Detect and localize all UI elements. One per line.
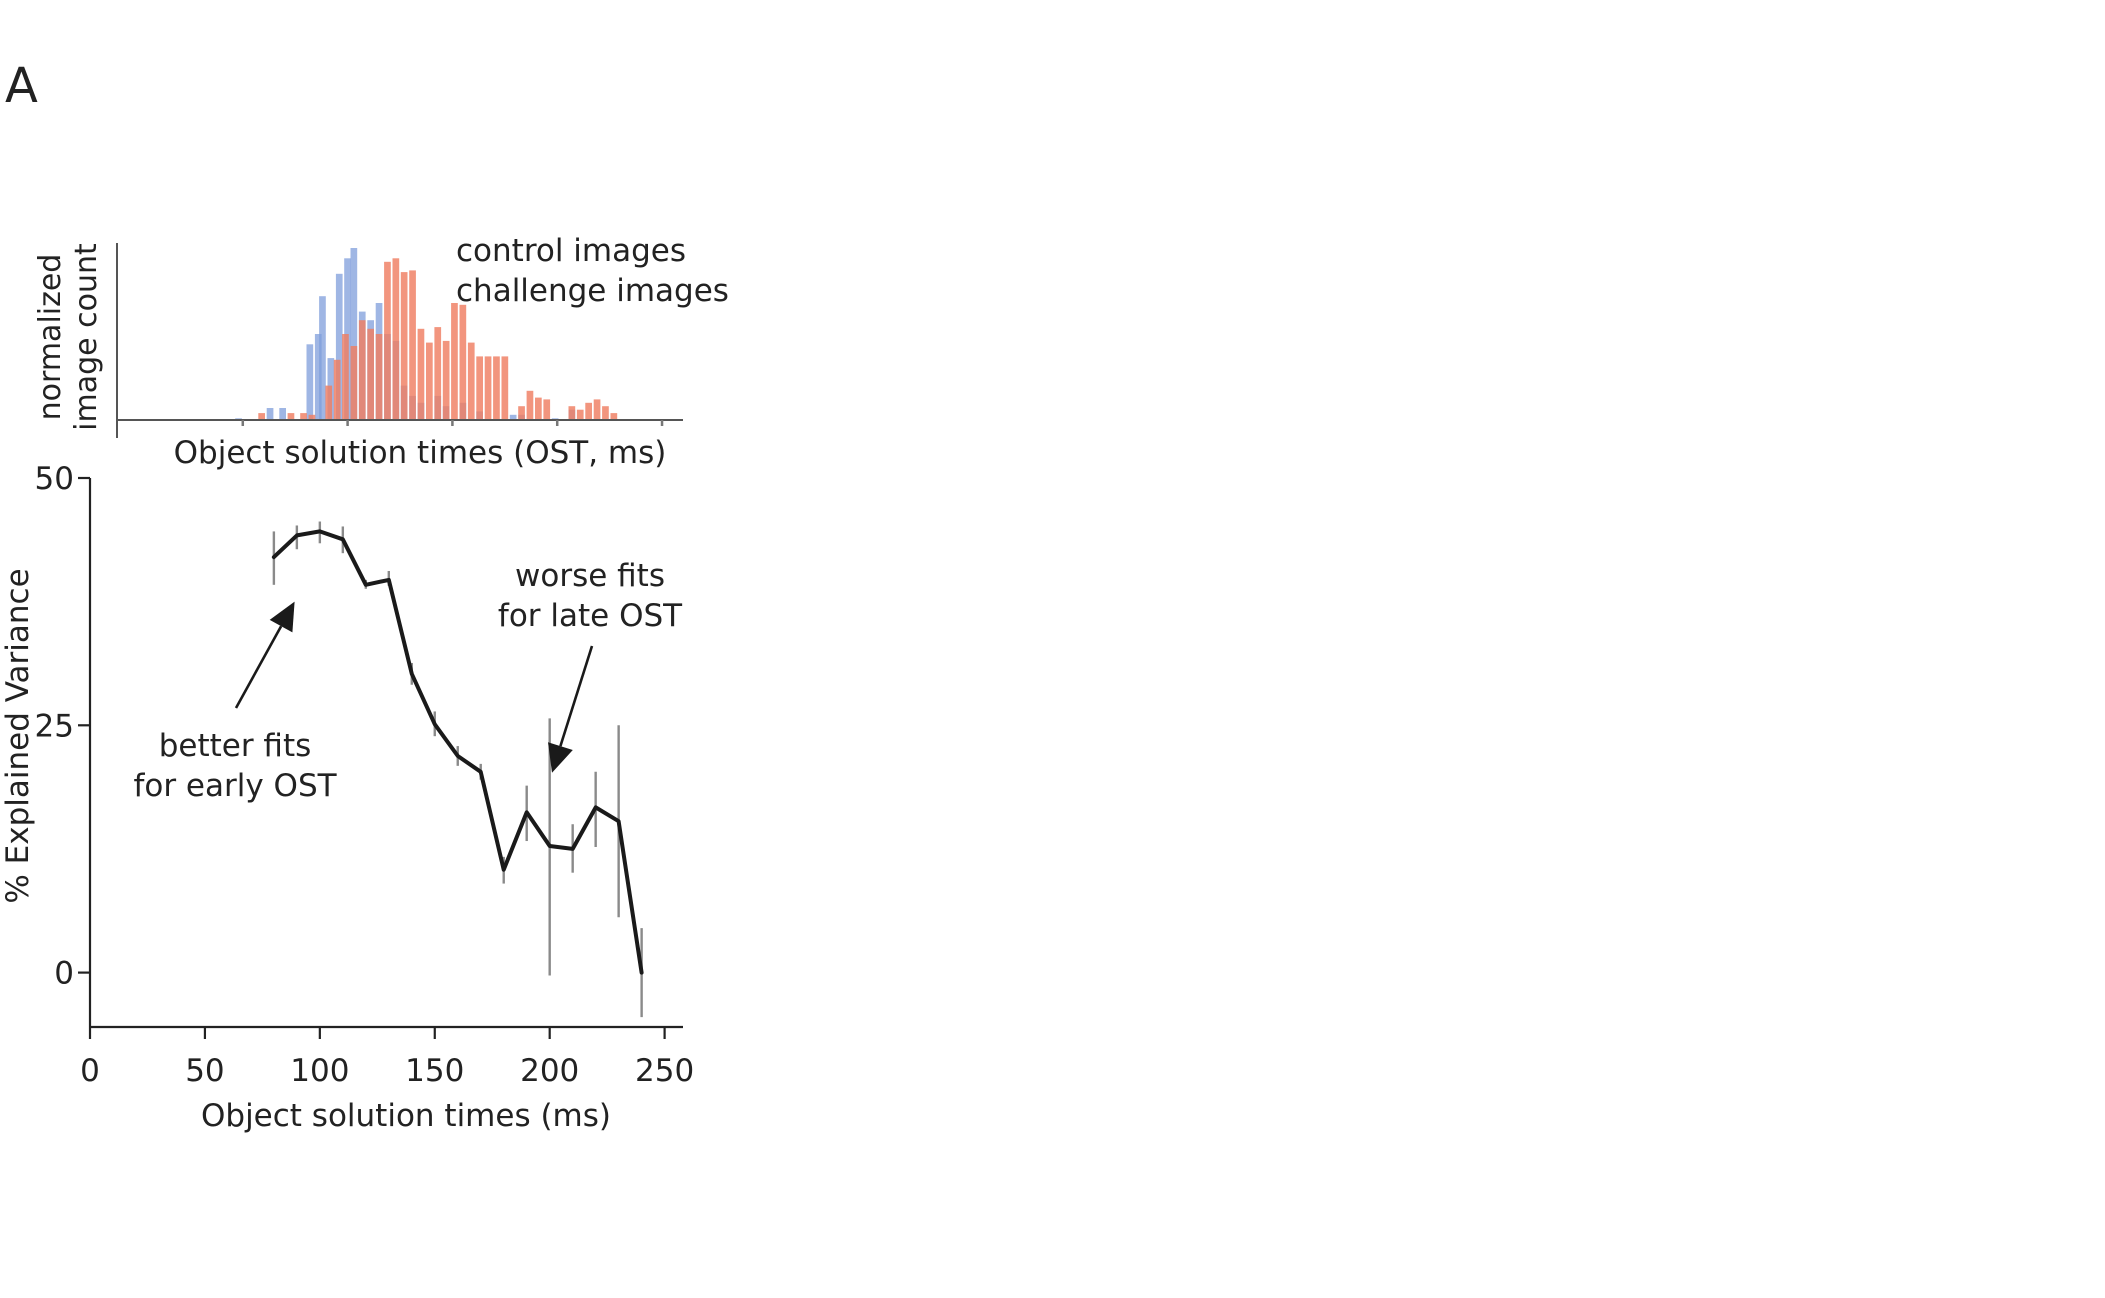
annotation-early-ost-line-1: better fits <box>159 728 312 764</box>
histogram-bar <box>335 273 343 420</box>
x-axis-label: Object solution times (ms) <box>201 1098 611 1134</box>
x-tick-label: 50 <box>185 1053 224 1089</box>
histogram-bar <box>501 356 509 420</box>
histogram-bar <box>409 270 416 420</box>
histogram-bar <box>526 390 534 420</box>
annotation-late-ost-line-1: worse fits <box>515 558 665 594</box>
histogram-bar <box>287 413 295 420</box>
histogram-bar <box>451 303 458 420</box>
histogram-bar <box>568 406 576 420</box>
histogram-bar <box>493 356 500 420</box>
histogram-bar <box>576 409 584 420</box>
annotation-early-ost-line-2: for early OST <box>133 768 337 804</box>
histogram-bar <box>350 248 358 420</box>
y-axis-label: % Explained Variance <box>0 568 36 903</box>
histogram-bar <box>509 414 517 420</box>
histogram-bar <box>306 344 314 420</box>
x-tick-label: 250 <box>635 1053 694 1089</box>
y-tick-label: 0 <box>54 956 74 992</box>
histogram-bar <box>543 399 551 420</box>
histogram-x-label: Object solution times (OST, ms) <box>174 435 667 471</box>
x-tick-label: 200 <box>520 1053 579 1089</box>
histogram-bar <box>610 413 618 420</box>
histogram-bar <box>593 399 601 420</box>
legend-challenge-images: challenge images <box>456 273 729 309</box>
histogram-bar <box>476 356 483 420</box>
histogram-bar <box>585 402 592 420</box>
histogram-bar <box>442 340 450 420</box>
legend-control-images: control images <box>456 233 686 269</box>
histogram-bar <box>518 406 525 420</box>
histogram-bar <box>279 408 286 420</box>
histogram-x-ticks <box>241 420 664 426</box>
histogram-bar <box>367 328 374 420</box>
histogram-bar <box>417 328 425 420</box>
histogram-bar <box>392 258 400 420</box>
histogram-bar <box>459 304 467 420</box>
x-tick-label: 100 <box>290 1053 349 1089</box>
histogram-bar <box>319 296 326 420</box>
annotation-late-ost-arrow-shaft <box>559 645 594 747</box>
histogram-bar <box>308 414 316 420</box>
annotation-early-ost-arrow-shaft <box>234 625 283 709</box>
ost-histogram: normalized image count Object solution t… <box>33 233 729 471</box>
histogram-bar <box>535 397 542 420</box>
annotation-late-ost: worse fits for late OST <box>498 558 683 773</box>
explained-variance-chart: 0 25 50 0 50 100 150 200 250 % Explained Varian… <box>0 461 694 1134</box>
histogram-bar <box>342 334 349 420</box>
histogram-bar <box>325 385 333 420</box>
histogram-y-label-line-2: image count <box>69 243 104 431</box>
annotation-late-ost-line-2: for late OST <box>498 598 683 634</box>
histogram-bar <box>426 342 433 420</box>
histogram-bar <box>314 334 322 420</box>
histogram-bar <box>266 408 274 420</box>
panel-label: A <box>5 58 38 114</box>
histogram-bar <box>300 413 307 420</box>
histogram-bar <box>333 359 341 420</box>
histogram-bar <box>467 342 475 420</box>
x-tick-label: 0 <box>80 1053 100 1089</box>
histogram-bar <box>350 346 358 420</box>
histogram-bar <box>384 261 391 420</box>
annotation-late-ost-arrow-head <box>548 742 573 773</box>
y-tick-label: 25 <box>35 708 74 744</box>
histogram-bar <box>434 327 442 420</box>
histogram-bar <box>602 406 609 420</box>
histogram-y-label-line-1: normalized <box>33 254 68 421</box>
x-ticks: 0 50 100 150 200 250 <box>80 1027 694 1089</box>
histogram-bars-challenge <box>258 258 618 420</box>
y-ticks: 0 25 50 <box>35 461 90 992</box>
explained-variance-line <box>271 529 644 975</box>
x-tick-label: 150 <box>405 1053 464 1089</box>
histogram-bar <box>375 334 383 420</box>
histogram-bar <box>484 356 492 420</box>
histogram-bar <box>358 320 366 420</box>
histogram-bar <box>400 272 408 420</box>
y-tick-label: 50 <box>35 461 74 497</box>
annotation-early-ost-arrow-head <box>269 601 295 633</box>
histogram-bar <box>258 413 265 420</box>
annotation-early-ost: better fits for early OST <box>133 601 338 804</box>
